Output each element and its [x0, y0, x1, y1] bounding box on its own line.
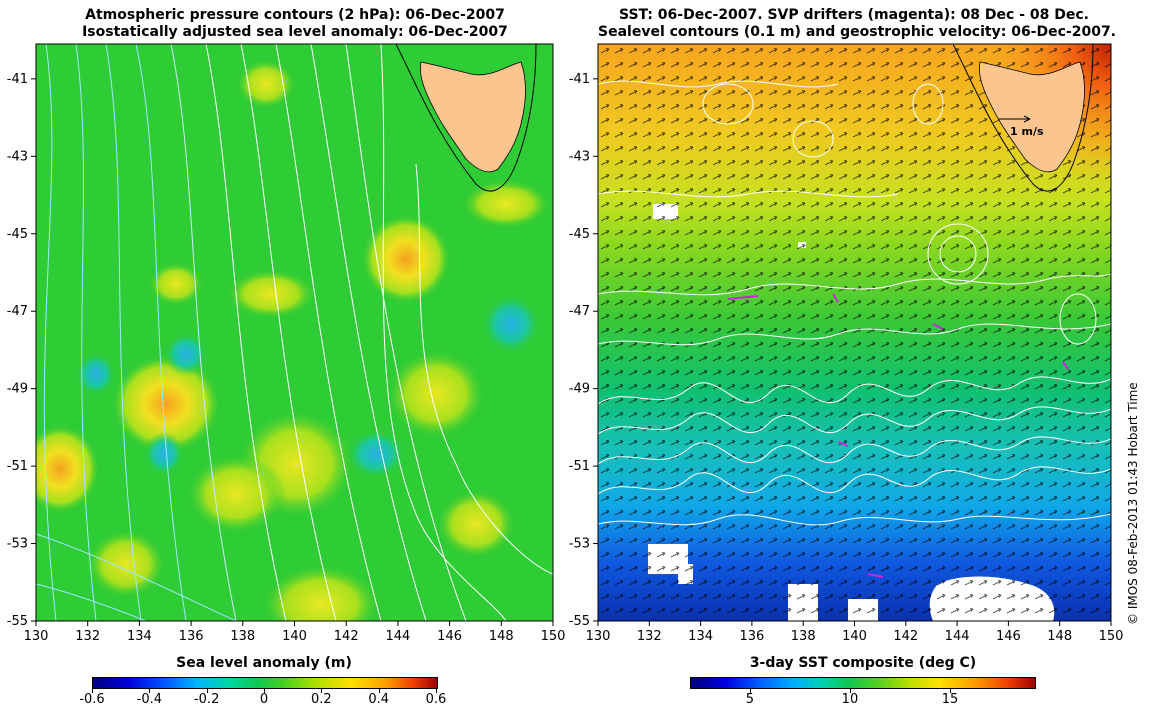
velocity-scale-label: 1 m/s: [1010, 125, 1044, 138]
colorbar-tick-label: 5: [745, 692, 754, 707]
colorbar-tick-label: 15: [941, 692, 959, 707]
sst-map: 1 m/s: [598, 44, 1111, 621]
sla-colorbar-title: Sea level anomaly (m): [176, 655, 352, 671]
colorbar-tick-label: -0.2: [193, 692, 220, 707]
left-lon-label: 144: [385, 629, 410, 644]
right-lon-label: 144: [945, 629, 970, 644]
right-title-line1: SST: 06-Dec-2007. SVP drifters (magenta)…: [619, 7, 1089, 23]
right-lon-label: 148: [1047, 629, 1072, 644]
left-lat-label: -49: [7, 382, 28, 397]
sea-level-anomaly-map: [36, 44, 553, 621]
left-title-line1: Atmospheric pressure contours (2 hPa): 0…: [85, 7, 505, 23]
left-lon-label: 140: [282, 629, 307, 644]
right-lon-label: 146: [996, 629, 1021, 644]
colorbar-tick-label: 10: [841, 692, 859, 707]
left-lon-label: 146: [437, 629, 462, 644]
sst-colorbar: [690, 677, 1036, 689]
colorbar-tick-label: -0.4: [136, 692, 163, 707]
colorbar-tick-mark: [149, 688, 151, 693]
colorbar-tick-label: -0.6: [79, 692, 105, 707]
colorbar-tick-label: 0.6: [425, 692, 447, 707]
left-lat-label: -45: [7, 227, 28, 242]
right-map-title: SST: 06-Dec-2007. SVP drifters (magenta)…: [598, 7, 1116, 41]
right-lon-label: 138: [791, 629, 816, 644]
left-lat-label: -55: [7, 614, 28, 629]
left-lon-label: 142: [334, 629, 359, 644]
left-lat-label: -53: [7, 537, 28, 552]
right-lat-label: -51: [569, 459, 590, 474]
colorbar-tick-mark: [950, 688, 952, 693]
right-lon-label: 140: [842, 629, 867, 644]
right-lat-label: -43: [569, 149, 590, 164]
sla-colorbar: [92, 677, 438, 689]
credit-text: © IMOS 08-Feb-2013 01:43 Hobart Time: [1126, 382, 1140, 625]
left-lon-label: 136: [179, 629, 204, 644]
right-lat-label: -45: [569, 227, 590, 242]
left-lon-label: 132: [75, 629, 100, 644]
colorbar-tick-mark: [749, 688, 751, 693]
left-lat-label: -47: [7, 304, 28, 319]
colorbar-tick-mark: [321, 688, 323, 693]
right-lon-label: 150: [1099, 629, 1124, 644]
colorbar-tick-mark: [264, 688, 265, 693]
right-title-line2: Sealevel contours (0.1 m) and geostrophi…: [598, 24, 1116, 40]
right-lon-label: 134: [688, 629, 713, 644]
right-lat-label: -41: [569, 72, 590, 87]
colorbar-tick-label: 0.2: [310, 692, 332, 707]
colorbar-tick-label: 0: [259, 692, 269, 707]
right-lat-label: -49: [569, 382, 590, 397]
sst-colorbar-title: 3-day SST composite (deg C): [749, 655, 977, 671]
colorbar-tick-mark: [378, 688, 380, 693]
left-lon-label: 150: [541, 629, 566, 644]
left-lat-label: -51: [7, 459, 28, 474]
right-lon-label: 132: [637, 629, 662, 644]
left-lon-label: 130: [24, 629, 49, 644]
right-lat-label: -53: [569, 537, 590, 552]
right-lon-label: 142: [893, 629, 918, 644]
left-lat-label: -43: [7, 149, 28, 164]
left-lat-label: -41: [7, 72, 28, 87]
left-title-line2: Isostatically adjusted sea level anomaly…: [82, 24, 508, 40]
left-lon-label: 148: [489, 629, 514, 644]
colorbar-tick-mark: [92, 688, 93, 693]
right-lat-label: -47: [569, 304, 590, 319]
colorbar-tick-mark: [206, 688, 208, 693]
right-lon-label: 130: [586, 629, 611, 644]
right-lon-label: 136: [739, 629, 764, 644]
right-lat-label: -55: [569, 614, 590, 629]
colorbar-tick-mark: [436, 688, 437, 693]
left-map-title: Atmospheric pressure contours (2 hPa): 0…: [60, 7, 530, 41]
colorbar-tick-label: 0.4: [368, 692, 389, 707]
left-lon-label: 138: [230, 629, 255, 644]
left-lon-label: 134: [127, 629, 152, 644]
colorbar-tick-mark: [849, 688, 851, 693]
